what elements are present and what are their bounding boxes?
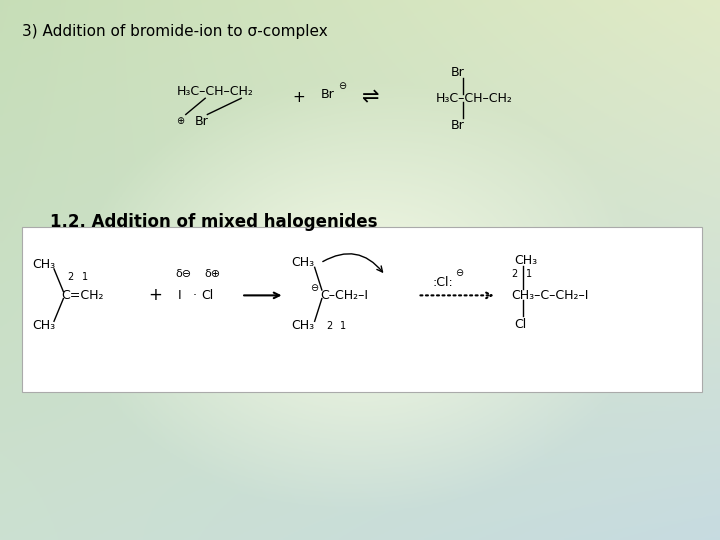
Text: +: + — [148, 286, 162, 305]
Text: C–CH₂–I: C–CH₂–I — [320, 289, 369, 302]
Text: Br: Br — [450, 66, 464, 79]
Text: CH₃: CH₃ — [32, 319, 55, 332]
Text: I: I — [178, 289, 182, 302]
Text: CH₃: CH₃ — [292, 319, 315, 332]
Text: Br: Br — [320, 88, 335, 101]
Text: 3) Addition of bromide-ion to σ-complex: 3) Addition of bromide-ion to σ-complex — [22, 24, 328, 39]
Text: ⊖: ⊖ — [338, 82, 346, 91]
Text: CH₃–C–CH₂–I: CH₃–C–CH₂–I — [511, 289, 588, 302]
Text: ⊖: ⊖ — [310, 283, 319, 293]
Text: ⊖: ⊖ — [455, 268, 464, 278]
Text: δ⊕: δ⊕ — [204, 269, 220, 279]
Text: ·: · — [192, 289, 197, 302]
Text: Cl: Cl — [514, 318, 527, 330]
Text: 1.2. Addition of mixed halogenides: 1.2. Addition of mixed halogenides — [50, 213, 378, 231]
Text: ⊕: ⊕ — [176, 117, 184, 126]
Text: Br: Br — [450, 119, 464, 132]
Text: H₃C–CH–CH₂: H₃C–CH–CH₂ — [436, 92, 513, 105]
Text: CH₃: CH₃ — [514, 254, 537, 267]
Text: +: + — [292, 90, 305, 105]
Text: 2: 2 — [68, 272, 73, 282]
Text: CH₃: CH₃ — [292, 256, 315, 269]
Text: :Cl:: :Cl: — [433, 276, 453, 289]
Text: Br: Br — [194, 115, 209, 128]
Text: CH₃: CH₃ — [32, 258, 55, 271]
Text: 1: 1 — [341, 321, 346, 330]
Text: H₃C–CH–CH₂: H₃C–CH–CH₂ — [176, 85, 253, 98]
Text: 2: 2 — [512, 269, 518, 279]
Text: 2: 2 — [326, 321, 332, 330]
Text: δ⊖: δ⊖ — [176, 269, 192, 279]
Text: ⇌: ⇌ — [362, 87, 379, 107]
Text: 1: 1 — [82, 272, 88, 282]
FancyBboxPatch shape — [22, 227, 702, 392]
Text: C=CH₂: C=CH₂ — [61, 289, 104, 302]
Text: Cl: Cl — [201, 289, 214, 302]
Text: 1: 1 — [526, 269, 532, 279]
